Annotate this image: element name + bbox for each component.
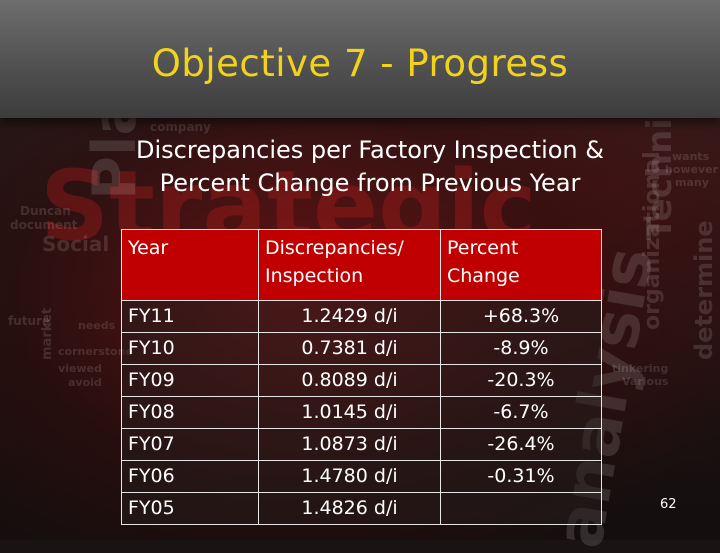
cell-year: FY09 [121, 364, 259, 397]
bg-word-avoid: avoid [68, 376, 102, 389]
discrepancy-table: Year Discrepancies/ Inspection Percent C… [121, 229, 602, 525]
bg-word-future: future [8, 314, 51, 328]
header-year: Year [121, 229, 259, 301]
bg-word-determine: determine [690, 220, 718, 360]
bg-word-wants: wants [672, 150, 710, 163]
header-discrepancies: Discrepancies/ Inspection [258, 229, 441, 301]
header-percent-line-2: Change [447, 265, 520, 287]
table-row: FY11 1.2429 d/i +68.3% [121, 300, 602, 333]
bg-word-viewed: viewed [58, 362, 102, 375]
cell-percent-change [440, 492, 602, 525]
cell-discrepancies: 1.4826 d/i [258, 492, 441, 525]
cell-year: FY08 [121, 396, 259, 429]
cell-year: FY10 [121, 332, 259, 365]
cell-discrepancies: 1.4780 d/i [258, 460, 441, 493]
title-bar: Objective 7 - Progress [0, 0, 720, 118]
cell-percent-change: -0.31% [440, 460, 602, 493]
cell-percent-change: +68.3% [440, 300, 602, 333]
cell-discrepancies: 0.7381 d/i [258, 332, 441, 365]
cell-year: FY06 [121, 460, 259, 493]
cell-discrepancies: 1.2429 d/i [258, 300, 441, 333]
cell-discrepancies: 0.8089 d/i [258, 364, 441, 397]
bg-word-many: many [675, 176, 709, 189]
bg-word-tinkering: tinkering [612, 362, 669, 375]
cell-percent-change: -26.4% [440, 428, 602, 461]
subtitle-line-1: Discrepancies per Factory Inspection & [136, 136, 604, 164]
header-percent-change: Percent Change [440, 229, 602, 301]
bg-word-document: document [10, 218, 78, 232]
cell-percent-change: -8.9% [440, 332, 602, 365]
bg-word-needs: needs [78, 319, 116, 332]
cell-percent-change: -20.3% [440, 364, 602, 397]
bg-word-duncan: Duncan [20, 204, 71, 218]
cell-year: FY05 [121, 492, 259, 525]
slide-title: Objective 7 - Progress [151, 42, 569, 85]
subtitle-line-2: Percent Change from Previous Year [159, 169, 581, 197]
header-percent-line-1: Percent [447, 237, 519, 259]
bg-word-various: Various [622, 375, 669, 388]
bg-word-however: however [665, 163, 719, 176]
table-row: FY10 0.7381 d/i -8.9% [121, 332, 602, 365]
table-row: FY07 1.0873 d/i -26.4% [121, 428, 602, 461]
table-row: FY09 0.8089 d/i -20.3% [121, 364, 602, 397]
page-number: 62 [660, 497, 677, 512]
cell-year: FY11 [121, 300, 259, 333]
table-row: FY06 1.4780 d/i -0.31% [121, 460, 602, 493]
cell-percent-change: -6.7% [440, 396, 602, 429]
bg-word-company: company [150, 120, 211, 134]
header-discrepancies-line-1: Discrepancies/ [265, 237, 404, 259]
cell-year: FY07 [121, 428, 259, 461]
slide-subtitle: Discrepancies per Factory Inspection & P… [60, 134, 680, 200]
table-header-row: Year Discrepancies/ Inspection Percent C… [121, 229, 602, 301]
header-discrepancies-line-2: Inspection [265, 265, 364, 287]
bg-word-social: Social [42, 232, 110, 256]
bg-word-cornerstone: cornerstone [58, 345, 133, 358]
cell-discrepancies: 1.0145 d/i [258, 396, 441, 429]
cell-discrepancies: 1.0873 d/i [258, 428, 441, 461]
table-row: FY08 1.0145 d/i -6.7% [121, 396, 602, 429]
table-row: FY05 1.4826 d/i [121, 492, 602, 525]
